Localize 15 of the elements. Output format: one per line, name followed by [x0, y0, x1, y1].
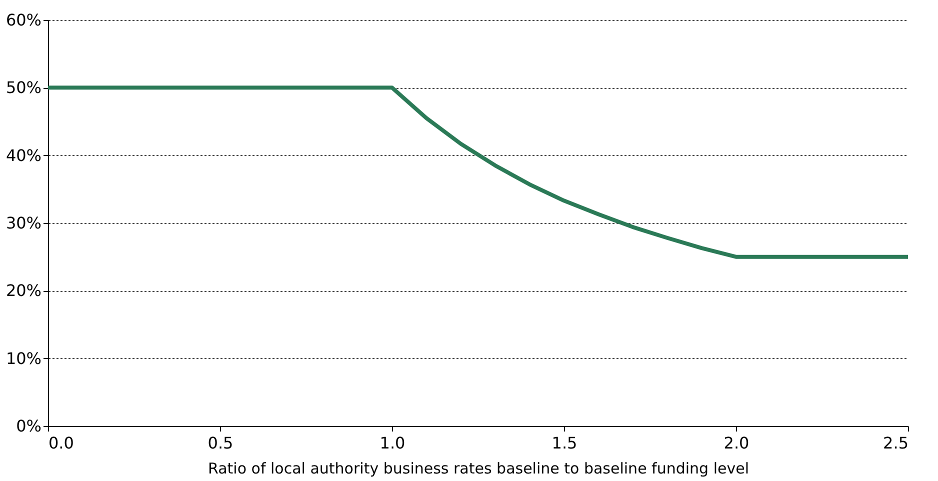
y-tick-label: 20% [6, 281, 42, 300]
x-tick-label: 2.5 [883, 434, 908, 452]
x-tick-label: 0.5 [208, 434, 234, 452]
y-tick-label: 50% [6, 78, 42, 98]
y-tick-label: 0% [16, 416, 42, 436]
x-tick-label: 0.0 [48, 434, 74, 452]
y-tick-label: 40% [6, 146, 42, 165]
line-series [46, 86, 910, 259]
x-tick-label: 2.0 [724, 434, 750, 452]
y-tick-label: 30% [6, 214, 42, 232]
x-tick-label: 1.0 [380, 434, 406, 452]
x-axis-title: Ratio of local authority business rates baseline to baseline funding level [208, 460, 750, 478]
y-tick-label: 10% [6, 348, 42, 368]
y-tick-label: 60% [6, 10, 42, 30]
x-tick-label: 1.5 [552, 434, 578, 452]
